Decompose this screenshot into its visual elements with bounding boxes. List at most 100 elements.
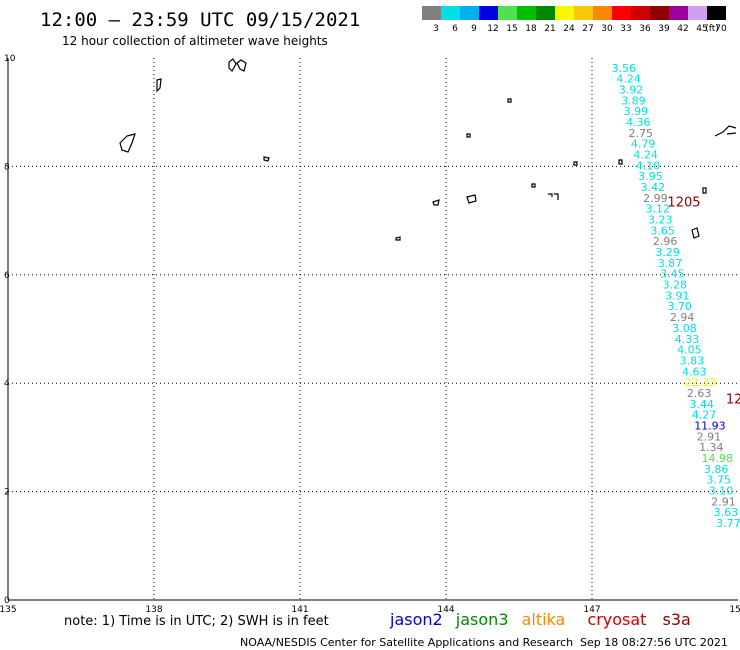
wave-height-value: 3.70 xyxy=(667,300,692,313)
legend-tick-label: 36 xyxy=(639,24,651,34)
satellite-name: s3a xyxy=(663,610,691,629)
latitude-tick: 8 xyxy=(4,162,10,172)
longitude-tick: 141 xyxy=(291,605,308,615)
longitude-tick: 150 xyxy=(729,605,740,615)
longitude-tick: 144 xyxy=(437,605,454,615)
latitude-tick: 0 xyxy=(4,596,10,606)
color-legend: 3 6 9 12 15 18 21 24 27 30 33 36 39 42 45 70 xyxy=(422,6,727,34)
legend-tick-label: 30 xyxy=(601,24,613,34)
wave-height-value: 2.91 xyxy=(711,495,736,508)
island-outline xyxy=(228,58,237,72)
wave-height-value: 3.95 xyxy=(638,170,663,183)
wave-height-value: 3.29 xyxy=(655,246,680,259)
legend-tick-label: 9 xyxy=(471,24,477,34)
legend-swatch xyxy=(498,6,517,20)
satellite-legend: jason2 jason3 altika cryosat s3a xyxy=(389,610,691,629)
wave-height-value: 3.87 xyxy=(658,257,683,270)
satellite-name: cryosat xyxy=(587,610,646,629)
legend-tick-label: 18 xyxy=(525,24,537,34)
wave-height-value: 3.91 xyxy=(665,289,690,302)
wave-height-value: 11.93 xyxy=(694,419,726,432)
legend-tick-label: 21 xyxy=(544,24,555,34)
map-frame xyxy=(7,58,738,601)
wave-height-value: 3.89 xyxy=(621,94,646,107)
wave-height-value: 3.08 xyxy=(672,322,697,335)
satellite-name: altika xyxy=(522,610,566,629)
legend-swatch xyxy=(593,6,612,20)
wave-height-value: 3.86 xyxy=(704,463,729,476)
wave-height-value: 14.98 xyxy=(702,452,734,465)
lat-lon-grid xyxy=(8,58,738,600)
legend-swatch xyxy=(612,6,631,20)
altimeter-track: 3.564.243.923.893.994.362.754.794.244.10… xyxy=(611,62,740,530)
wave-height-value: 3.63 xyxy=(714,506,739,519)
legend-swatch xyxy=(517,6,536,20)
wave-height-value: 2.63 xyxy=(687,387,712,400)
wave-height-value: 4.24 xyxy=(633,148,658,161)
wave-height-value: 2.91 xyxy=(697,430,722,443)
wave-height-value: 3.23 xyxy=(648,214,673,227)
island-outline xyxy=(119,133,136,153)
legend-tick-label: 3 xyxy=(433,24,439,34)
legend-swatch xyxy=(574,6,593,20)
legend-swatch xyxy=(422,6,441,20)
island-outline xyxy=(702,187,707,194)
latitude-tick: 6 xyxy=(4,271,10,281)
island-outline xyxy=(618,159,623,165)
legend-tick-label: 27 xyxy=(582,24,593,34)
wave-height-value: 4.63 xyxy=(682,365,707,378)
legend-tick-label: 45 xyxy=(696,24,707,34)
coastline xyxy=(119,58,737,241)
island-outline xyxy=(156,78,162,93)
longitude-tick: 147 xyxy=(583,605,600,615)
legend-swatch xyxy=(688,6,707,20)
legend-swatch xyxy=(441,6,460,20)
wave-height-value: 2.94 xyxy=(670,311,695,324)
legend-swatch xyxy=(631,6,650,20)
legend-tick-label: 70 xyxy=(715,24,727,34)
island-outline xyxy=(236,59,247,72)
wave-height-value: 4.05 xyxy=(677,344,702,357)
pass-time-labels: 1205 1204 xyxy=(667,196,740,408)
wave-height-value: 4.27 xyxy=(692,409,717,422)
latitude-tick: 10 xyxy=(4,54,16,64)
legend-swatch xyxy=(479,6,498,20)
footer-note: note: 1) Time is in UTC; 2) SWH is in fe… xyxy=(64,614,329,629)
wave-height-value: 2.96 xyxy=(653,235,678,248)
map-title: 12:00 – 23:59 UTC 09/15/2021 xyxy=(40,9,360,31)
island-outline xyxy=(573,161,578,166)
legend-tick-label: 42 xyxy=(677,24,688,34)
wave-height-value: 3.77 xyxy=(716,517,740,530)
legend-swatch xyxy=(707,6,726,20)
legend-tick-label: 24 xyxy=(563,24,575,34)
island-outline xyxy=(466,194,477,204)
longitude-tick: 138 xyxy=(145,605,162,615)
satellite-name: jason2 xyxy=(389,610,443,629)
wave-height-value: 3.44 xyxy=(689,398,714,411)
wave-height-value: 3.42 xyxy=(641,181,666,194)
island-outline xyxy=(531,183,536,188)
longitude-tick: 135 xyxy=(0,605,17,615)
footer-timestamp: Sep 18 08:27:56 UTC 2021 xyxy=(580,636,728,649)
wave-height-value: 3.65 xyxy=(650,224,675,237)
legend-tick-label: 15 xyxy=(506,24,517,34)
wave-height-value: 3.28 xyxy=(663,279,688,292)
island-outline xyxy=(263,156,270,162)
legend-swatch xyxy=(460,6,479,20)
wave-height-value: 4.33 xyxy=(675,333,700,346)
island-outline xyxy=(691,227,700,239)
wave-height-value: 1.34 xyxy=(699,441,724,454)
wave-height-value: 22.33 xyxy=(684,376,716,389)
wave-height-value: 4.10 xyxy=(636,159,661,172)
legend-tick-label: 12 xyxy=(487,24,498,34)
legend-swatch xyxy=(555,6,574,20)
wave-height-value: 3.12 xyxy=(646,203,671,216)
wave-height-value: 3.75 xyxy=(706,474,731,487)
latitude-tick: 2 xyxy=(4,488,10,498)
island-outline xyxy=(714,125,737,137)
wave-height-value: 3.45 xyxy=(660,268,685,281)
wave-height-value: 4.36 xyxy=(626,116,651,129)
wave-height-value: 2.75 xyxy=(629,127,654,140)
wave-height-value: 3.56 xyxy=(611,62,636,75)
